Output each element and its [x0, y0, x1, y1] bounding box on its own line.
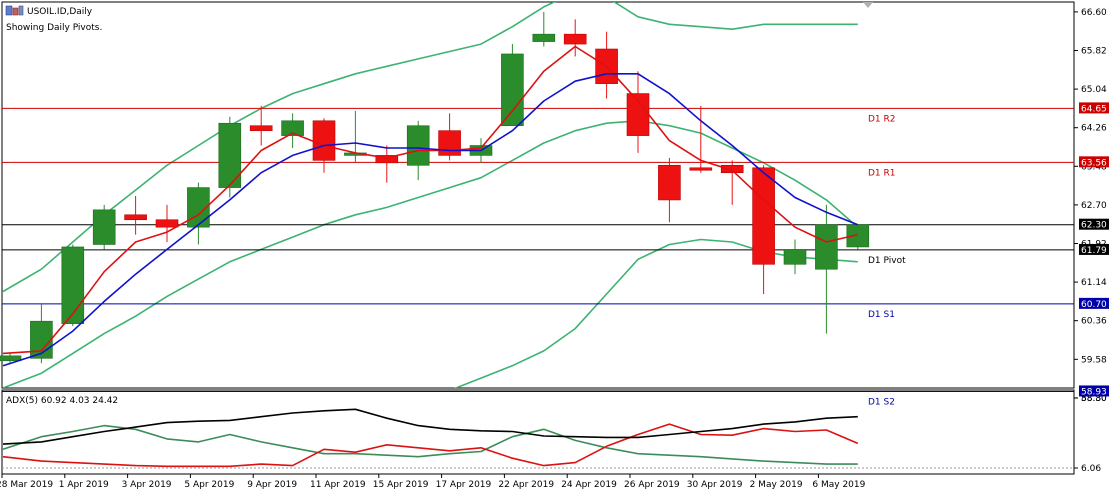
price-tag-box	[1079, 156, 1109, 168]
price-tick-label: 62.70	[1081, 201, 1107, 211]
pivot-label: D1 S2	[868, 397, 895, 407]
time-tick-label: 30 Apr 2019	[687, 480, 743, 490]
price-tag-box	[1079, 218, 1109, 230]
adx-di-plus-line	[2, 424, 858, 465]
time-tick-label: 26 Apr 2019	[624, 480, 680, 490]
candle-body	[124, 214, 147, 221]
time-tick-label: 28 Mar 2019	[0, 480, 53, 490]
candle-body	[155, 219, 179, 228]
price-tick-label: 58.80	[1081, 394, 1107, 404]
time-tick-label: 11 Apr 2019	[310, 480, 366, 490]
candle-body	[532, 33, 556, 42]
adx-di-minus-line	[2, 423, 859, 468]
price-tag-label: 61.79	[1081, 246, 1107, 256]
adx-indicator: 88.30 6.06	[2, 394, 1107, 474]
price-tag-box	[1079, 243, 1109, 255]
price-tag-label: 62.30	[1081, 221, 1107, 231]
moving-averages	[2, 45, 859, 367]
candle-body	[0, 355, 22, 362]
candle-body	[658, 165, 681, 201]
price-tick-label: 64.26	[1081, 124, 1107, 134]
price-tick-label: 59.58	[1081, 355, 1107, 365]
pivot-lines: D1 R2 D1 R1 D1 Pivot D1 S1 D1 S2	[2, 107, 1074, 407]
candle-body	[312, 120, 336, 161]
price-tag-box	[1079, 385, 1109, 397]
price-tick-label: 66.60	[1081, 8, 1107, 18]
time-tick-label: 24 Apr 2019	[561, 480, 617, 490]
candle-body	[61, 246, 85, 324]
price-axis: 66.6065.8265.0464.2663.4862.7061.9261.14…	[1074, 8, 1107, 404]
candle-body	[406, 125, 430, 166]
candle-body	[752, 167, 775, 265]
adx-tick-label: 88.30	[1081, 394, 1107, 404]
bollinger-bands	[2, 2, 859, 388]
candle-body	[281, 120, 304, 136]
symbol-label: USOIL.ID,Daily	[27, 7, 93, 17]
time-axis: 28 Mar 2019 1 Apr 2019 3 Apr 2019 5 Apr 201…	[0, 474, 866, 490]
price-tick-label: 65.04	[1081, 85, 1107, 95]
pivot-label: D1 R1	[868, 168, 896, 178]
time-tick-label: 15 Apr 2019	[373, 480, 429, 490]
candle-body	[92, 209, 116, 245]
pivot-label: D1 Pivot	[868, 256, 906, 266]
price-tick-label: 61.14	[1081, 278, 1107, 288]
price-tag-label: 60.70	[1081, 300, 1107, 310]
time-tick-label: 6 May 2019	[812, 480, 865, 490]
adx-label: ADX(5) 60.92 4.03 24.42	[6, 396, 118, 406]
pivot-label: D1 S1	[868, 310, 895, 320]
bollinger-lower-line	[453, 238, 858, 388]
ma-fast-line	[2, 45, 858, 355]
pivot-label: D1 R2	[868, 114, 896, 124]
candle-body	[563, 33, 587, 45]
time-tick-label: 1 Apr 2019	[59, 480, 109, 490]
main-chart-frame	[1, 1, 1075, 389]
chart-window-icon	[5, 5, 24, 16]
price-tick-label: 65.82	[1081, 46, 1107, 56]
adx-tick-label: 6.06	[1081, 464, 1101, 474]
price-tag-label: 64.65	[1081, 104, 1107, 114]
candle-body	[438, 130, 461, 156]
adx-main-line	[2, 408, 858, 445]
ma-slow-line	[2, 73, 859, 367]
time-tick-label: 5 Apr 2019	[184, 480, 234, 490]
pivot-subtitle: Showing Daily Pivots.	[6, 23, 102, 33]
price-tags: 64.65 63.56 62.30 61.79 60.70 58.93	[1079, 102, 1109, 397]
candle-body	[783, 249, 807, 265]
price-tag-box	[1079, 102, 1109, 114]
bollinger-mid-line	[2, 120, 859, 388]
candle-body	[720, 165, 744, 174]
candle-body	[218, 122, 242, 188]
time-tick-label: 2 May 2019	[750, 480, 803, 490]
candle-body	[249, 125, 273, 131]
indicator-frame	[1, 389, 1075, 475]
time-tick-label: 9 Apr 2019	[247, 480, 297, 490]
price-tag-box	[1079, 297, 1109, 309]
candle-body	[815, 224, 838, 270]
candle-body	[375, 155, 399, 164]
symbol-header: USOIL.ID,Daily Showing Daily Pivots.	[5, 5, 102, 33]
candle-body	[689, 167, 713, 171]
chart-shift-marker-icon	[863, 2, 873, 8]
price-tag-label: 58.93	[1081, 387, 1107, 397]
price-tag-label: 63.56	[1081, 158, 1107, 168]
bollinger-upper-line	[2, 2, 858, 293]
candlesticks	[0, 11, 870, 365]
price-tick-label: 60.36	[1081, 317, 1107, 327]
time-tick-label: 17 Apr 2019	[436, 480, 492, 490]
candle-body	[501, 53, 524, 127]
time-tick-label: 22 Apr 2019	[498, 480, 554, 490]
time-tick-label: 3 Apr 2019	[122, 480, 172, 490]
